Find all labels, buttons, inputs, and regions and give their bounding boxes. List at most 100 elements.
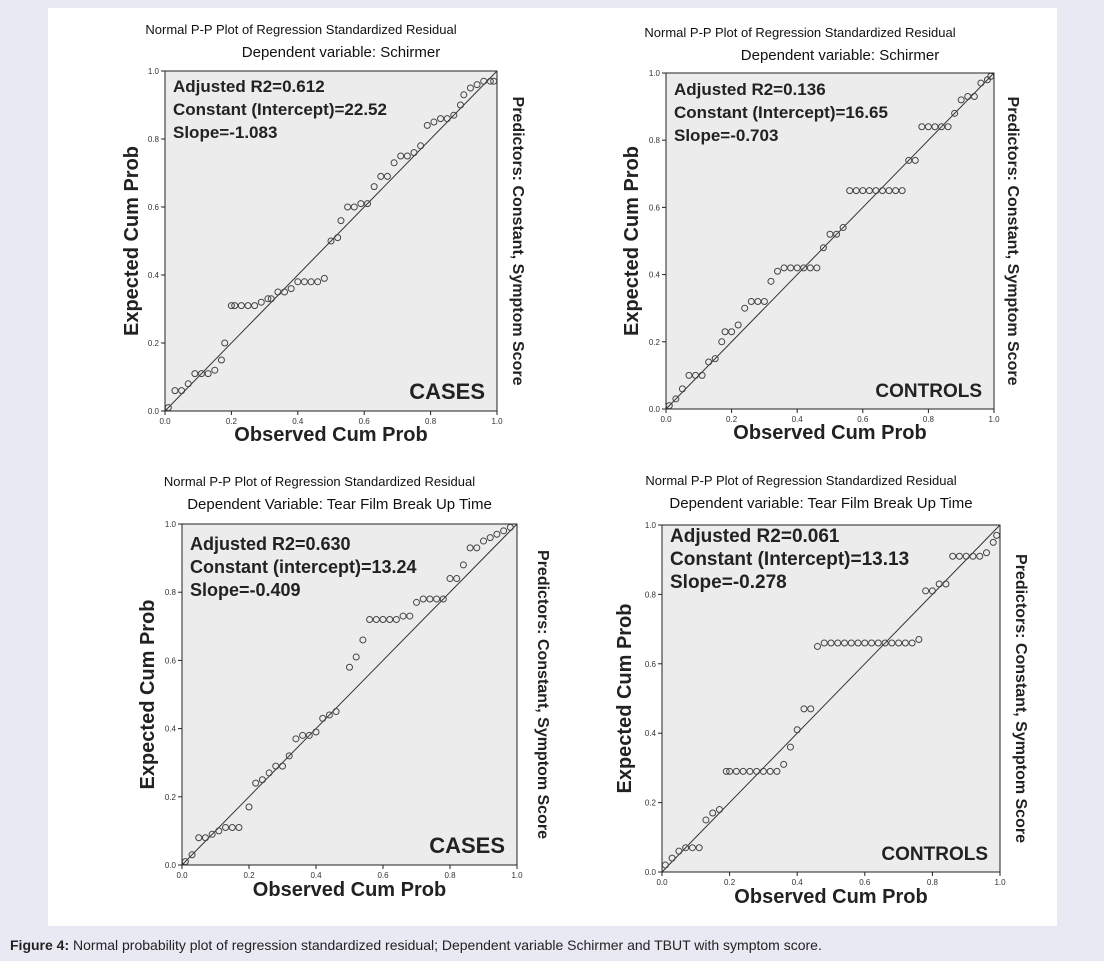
- chart-1-point: [327, 237, 335, 245]
- chart-3-point: [453, 575, 461, 583]
- chart-3-point: [181, 858, 189, 866]
- chart-4-point: [901, 639, 909, 647]
- chart-4-point: [722, 767, 730, 775]
- chart-3-x-tick-label: 0.6: [377, 871, 389, 880]
- chart-2-point: [944, 123, 952, 131]
- chart-1-y-tick-label: 0.4: [148, 271, 160, 280]
- chart-3-point: [346, 663, 353, 671]
- chart-1-point: [281, 288, 289, 296]
- chart-2-point: [905, 156, 913, 164]
- chart-2-point: [865, 187, 873, 195]
- chart-3-point: [399, 612, 407, 620]
- chart-1-x-tick-label: 0.4: [292, 417, 304, 426]
- chart-1-x-axis-label: Observed Cum Prob: [234, 424, 427, 446]
- chart-1-point: [450, 111, 458, 119]
- chart-3-y-tick-label: 1.0: [165, 520, 177, 529]
- chart-4-point: [793, 726, 801, 734]
- chart-3-y-tick-label: 0.0: [165, 861, 177, 870]
- chart-2-point: [711, 355, 719, 363]
- chart-1-point: [410, 149, 418, 157]
- chart-3-point: [459, 561, 467, 569]
- chart-4-point: [675, 847, 683, 855]
- chart-2-point: [678, 385, 686, 393]
- chart-4-x-tick-label: 1.0: [994, 878, 1006, 887]
- chart-3-x-tick-label: 0.4: [310, 871, 322, 880]
- chart-1-point: [184, 380, 192, 388]
- chart-4-point: [786, 743, 794, 751]
- chart-3-point: [201, 834, 209, 842]
- chart-2-y-tick-label: 0.0: [649, 405, 661, 414]
- chart-4-point: [746, 767, 754, 775]
- chart-3-point: [332, 708, 340, 716]
- chart-3-point: [379, 615, 387, 623]
- chart-2-x-tick-label: 1.0: [988, 415, 1000, 424]
- chart-4-x-tick-label: 0.0: [656, 878, 668, 887]
- chart-4-point: [780, 760, 788, 768]
- chart-2-point: [898, 187, 906, 195]
- chart-2-point: [957, 96, 965, 104]
- chart-1-point: [430, 118, 438, 126]
- chart-1-point: [171, 387, 179, 395]
- chart-1-point: [473, 81, 481, 89]
- chart-1-point: [307, 278, 315, 286]
- chart-4-point: [834, 639, 842, 647]
- chart-4-point: [922, 587, 930, 595]
- chart-2-point: [747, 297, 755, 305]
- chart-2-point: [819, 244, 827, 252]
- chart-2-point: [813, 264, 821, 272]
- chart-2-point: [924, 123, 932, 131]
- chart-3-point: [366, 615, 374, 623]
- chart-1-point: [244, 302, 252, 310]
- chart-4-point: [982, 549, 990, 557]
- chart-2-point: [970, 93, 978, 101]
- chart-3-x-tick-label: 0.8: [444, 871, 456, 880]
- chart-3-point: [312, 728, 320, 736]
- chart-4-side-label: Predictors: Constant, Symptom Score: [1012, 554, 1029, 843]
- chart-1-point: [403, 152, 411, 160]
- chart-1-y-tick-label: 0.8: [148, 135, 160, 144]
- figure-panel: Normal P-P Plot of Regression Standardiz…: [48, 8, 1057, 926]
- chart-1-y-tick-label: 1.0: [148, 67, 160, 76]
- chart-2-point: [754, 297, 762, 305]
- chart-1-title: Normal P-P Plot of Regression Standardiz…: [145, 22, 456, 37]
- chart-1-point: [480, 77, 488, 85]
- caption-label: Figure 4:: [10, 937, 70, 953]
- chart-1-x-tick-label: 1.0: [491, 417, 503, 426]
- chart-2-point: [665, 402, 673, 410]
- chart-1-point: [204, 370, 212, 378]
- chart-1-subtitle: Dependent variable: Schirmer: [242, 44, 440, 61]
- chart-4-point: [715, 806, 723, 814]
- figure-caption: Figure 4: Normal probability plot of reg…: [10, 937, 822, 953]
- chart-4-subtitle: Dependent variable: Tear Film Break Up T…: [669, 495, 972, 512]
- chart-4-y-axis-label: Expected Cum Prob: [614, 603, 636, 793]
- chart-3-point: [279, 762, 286, 770]
- chart-1-point: [300, 278, 308, 286]
- chart-3-annotation: Constant (intercept)=13.24: [190, 557, 417, 577]
- chart-2-point: [741, 304, 749, 312]
- chart-3-subtitle: Dependent Variable: Tear Film Break Up T…: [187, 496, 492, 513]
- chart-4-point: [955, 552, 963, 560]
- chart-2-point: [826, 230, 834, 238]
- chart-2-point: [846, 187, 854, 195]
- chart-3-point: [426, 595, 434, 603]
- chart-1-point: [257, 298, 265, 306]
- chart-4-title: Normal P-P Plot of Regression Standardiz…: [645, 473, 956, 488]
- chart-3-point: [215, 827, 223, 835]
- chart-4-point: [854, 639, 862, 647]
- chart-2-point: [839, 224, 847, 232]
- chart-1-point: [264, 295, 272, 303]
- chart-4-point: [895, 639, 903, 647]
- chart-2-point: [721, 328, 729, 336]
- chart-3-x-tick-label: 0.0: [176, 871, 188, 880]
- chart-1-point: [274, 288, 282, 296]
- chart-1-point: [337, 217, 345, 225]
- chart-2-point: [938, 123, 946, 131]
- chart-2-subtitle: Dependent variable: Schirmer: [741, 47, 939, 64]
- chart-2-point: [760, 297, 768, 305]
- chart-1-x-tick-label: 0.2: [226, 417, 238, 426]
- chart-4-point: [813, 642, 821, 650]
- chart-1-point: [221, 339, 229, 347]
- chart-2-y-tick-label: 0.4: [649, 271, 661, 280]
- chart-4-point: [732, 767, 740, 775]
- chart-4-y-tick-label: 0.2: [645, 799, 657, 808]
